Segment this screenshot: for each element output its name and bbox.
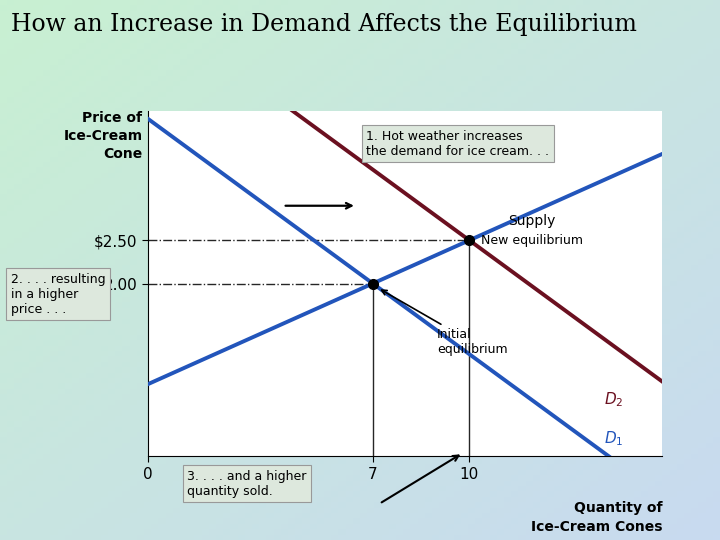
Text: Quantity of
Ice-Cream Cones: Quantity of Ice-Cream Cones (531, 501, 662, 534)
Text: 3. . . . and a higher
quantity sold.: 3. . . . and a higher quantity sold. (187, 470, 307, 498)
Text: New equilibrium: New equilibrium (481, 234, 582, 247)
Text: $D_1$: $D_1$ (605, 430, 624, 448)
Text: How an Increase in Demand Affects the Equilibrium: How an Increase in Demand Affects the Eq… (11, 14, 636, 37)
Text: 2. . . . resulting
in a higher
price . . .: 2. . . . resulting in a higher price . .… (11, 273, 105, 316)
Text: Price of
Ice-Cream
Cone: Price of Ice-Cream Cone (63, 111, 143, 161)
Text: Supply: Supply (508, 214, 555, 228)
Text: 1. Hot weather increases
the demand for ice cream. . .: 1. Hot weather increases the demand for … (366, 130, 549, 158)
Text: $D_2$: $D_2$ (605, 391, 624, 409)
Text: Initial
equilibrium: Initial equilibrium (382, 290, 508, 356)
